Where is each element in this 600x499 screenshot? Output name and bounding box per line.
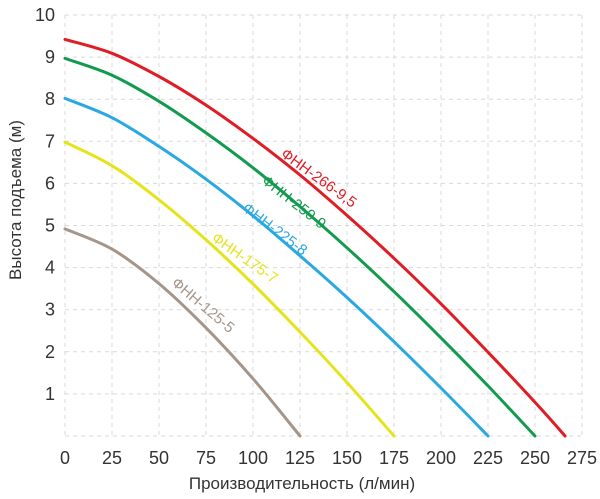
gridlines xyxy=(64,14,583,437)
x-axis-title: Производительность (л/мин) xyxy=(189,474,415,493)
curve-label-ФНН-125-5: ФНН-125-5 xyxy=(168,274,237,336)
x-tick-250: 250 xyxy=(520,448,550,468)
curve-label-ФНН-175-7: ФНН-175-7 xyxy=(208,229,280,287)
x-tick-200: 200 xyxy=(426,448,456,468)
x-axis-tick-labels: 0 25 50 75 100 125 150 175 200 225 250 275 xyxy=(60,448,597,468)
x-tick-100: 100 xyxy=(238,448,268,468)
x-tick-125: 125 xyxy=(285,448,315,468)
x-tick-50: 50 xyxy=(149,448,169,468)
curve-ФНН-250-9 xyxy=(63,56,537,438)
y-tick-5: 5 xyxy=(45,216,55,236)
y-axis-title: Высота подъема (м) xyxy=(6,120,25,280)
curve-ФНН-125-5 xyxy=(63,227,302,438)
pump-curves xyxy=(63,37,567,438)
x-tick-75: 75 xyxy=(196,448,216,468)
x-tick-0: 0 xyxy=(60,448,70,468)
curve-ФНН-175-7 xyxy=(63,140,396,438)
x-tick-225: 225 xyxy=(473,448,503,468)
y-tick-2: 2 xyxy=(45,342,55,362)
y-axis-tick-labels: 1 2 3 4 5 6 7 8 9 10 xyxy=(35,5,55,404)
x-tick-275: 275 xyxy=(567,448,597,468)
y-tick-4: 4 xyxy=(45,258,55,278)
curve-ФНН-266-9,5 xyxy=(63,37,567,438)
y-tick-6: 6 xyxy=(45,173,55,193)
x-tick-175: 175 xyxy=(379,448,409,468)
y-tick-3: 3 xyxy=(45,300,55,320)
x-tick-25: 25 xyxy=(102,448,122,468)
x-tick-150: 150 xyxy=(332,448,362,468)
y-tick-7: 7 xyxy=(45,131,55,151)
y-tick-8: 8 xyxy=(45,89,55,109)
y-tick-10: 10 xyxy=(35,5,55,25)
y-tick-1: 1 xyxy=(45,384,55,404)
y-tick-9: 9 xyxy=(45,47,55,67)
curve-ФНН-225-8 xyxy=(63,96,490,438)
